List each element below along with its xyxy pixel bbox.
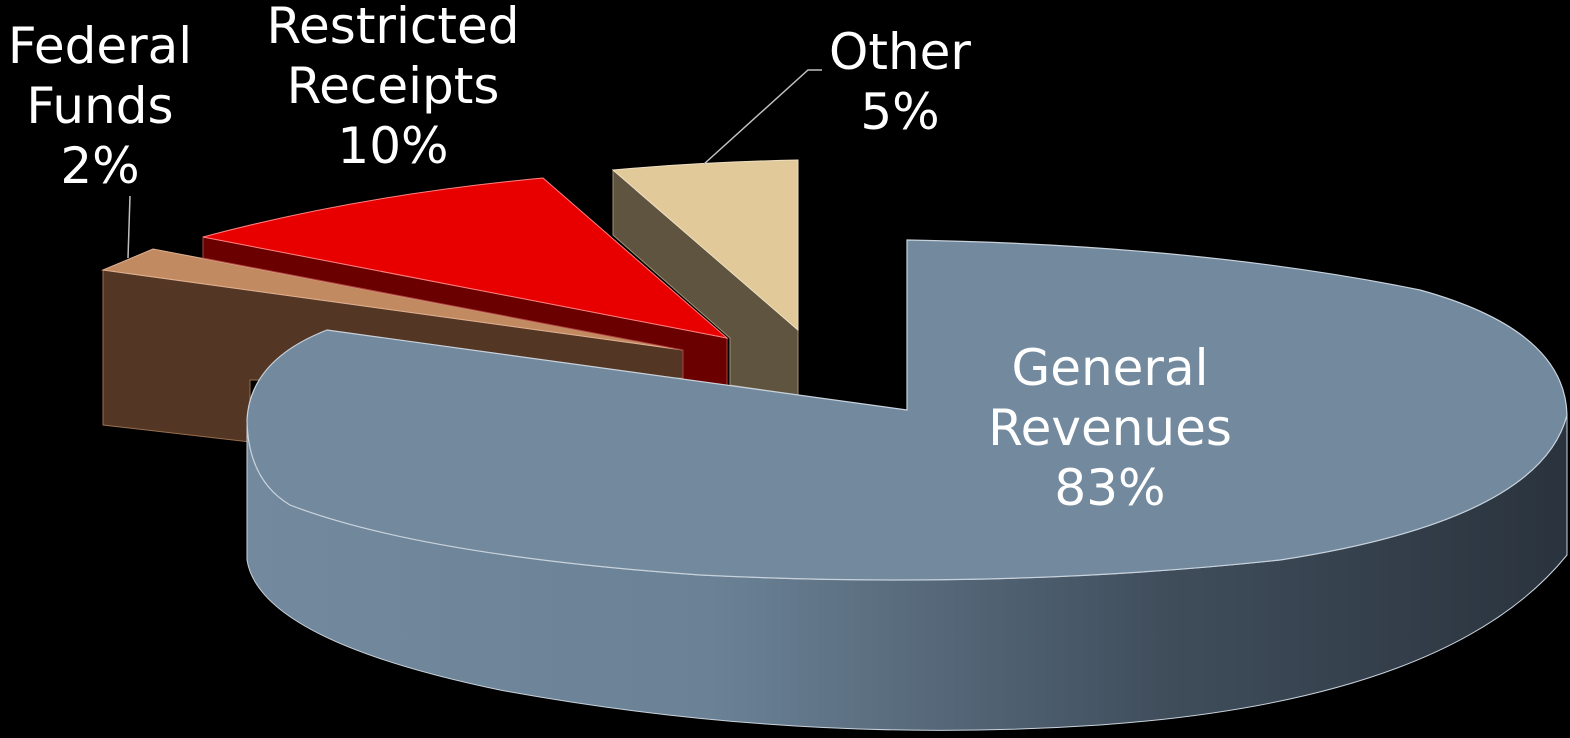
label-restricted-percent: 10% — [337, 117, 449, 175]
label-general-line1: General — [1011, 339, 1209, 397]
leader-line-other — [703, 69, 822, 165]
data-label-other: Other 5% — [820, 22, 980, 142]
slice-restricted-top — [202, 177, 729, 339]
data-label-federal-funds: Federal Funds 2% — [0, 16, 200, 196]
data-label-general-revenues: General Revenues 83% — [980, 338, 1240, 518]
label-restricted-line2: Receipts — [286, 57, 500, 115]
label-other-line1: Other — [829, 23, 971, 81]
slice-general-revenues — [246, 239, 1568, 731]
label-federal-percent: 2% — [60, 137, 140, 195]
data-label-restricted-receipts: Restricted Receipts 10% — [262, 0, 524, 176]
slice-other — [611, 159, 799, 396]
label-general-percent: 83% — [1054, 459, 1166, 517]
label-federal-line1: Federal — [7, 17, 193, 75]
leader-line-federal — [127, 195, 131, 259]
label-other-percent: 5% — [860, 83, 940, 141]
label-federal-line2: Funds — [26, 77, 174, 135]
slice-other-face — [611, 159, 799, 332]
label-restricted-line1: Restricted — [266, 0, 520, 55]
slice-general-top — [246, 239, 1568, 581]
label-general-line2: Revenues — [988, 399, 1232, 457]
